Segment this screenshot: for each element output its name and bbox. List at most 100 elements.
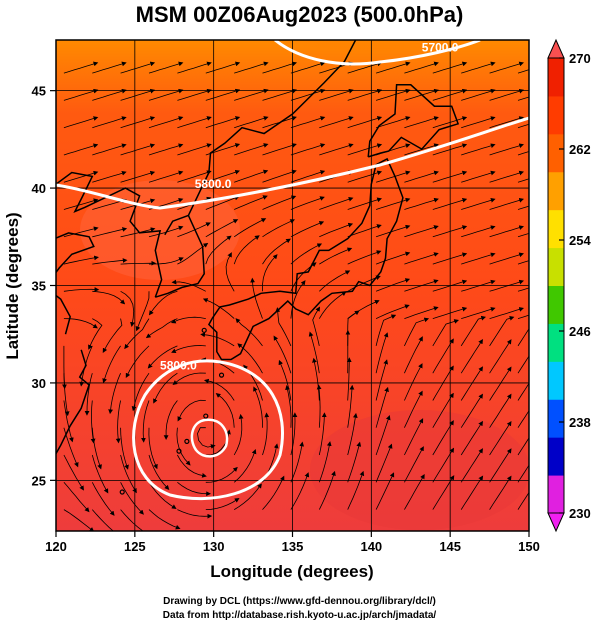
streamline bbox=[177, 61, 212, 74]
streamline bbox=[148, 225, 184, 238]
streamline bbox=[404, 225, 439, 238]
streamline bbox=[120, 227, 156, 238]
streamline bbox=[177, 399, 206, 422]
streamline bbox=[404, 317, 430, 347]
contour-label: 5700.0 bbox=[422, 41, 459, 55]
streamline bbox=[489, 279, 524, 292]
streamline bbox=[63, 198, 99, 210]
streamline bbox=[63, 143, 99, 156]
streamline bbox=[177, 481, 211, 497]
colorbar-tick-label: 254 bbox=[569, 233, 591, 248]
streamline bbox=[347, 197, 382, 210]
streamline bbox=[92, 116, 127, 129]
streamline bbox=[215, 393, 235, 428]
y-tick-label: 25 bbox=[32, 473, 46, 488]
streamline bbox=[375, 61, 411, 74]
streamline bbox=[375, 359, 389, 401]
streamline bbox=[489, 475, 512, 510]
streamline bbox=[432, 197, 468, 210]
streamline bbox=[171, 279, 206, 292]
streamline bbox=[347, 61, 383, 74]
streamline bbox=[290, 243, 323, 265]
streamline bbox=[205, 169, 240, 183]
streamline bbox=[234, 61, 269, 74]
streamline bbox=[262, 169, 297, 183]
streamline bbox=[63, 400, 74, 443]
coastline bbox=[56, 232, 95, 335]
streamline bbox=[148, 88, 184, 101]
streamline bbox=[177, 170, 212, 183]
streamline bbox=[489, 225, 524, 238]
streamline bbox=[177, 116, 212, 129]
streamline bbox=[91, 482, 115, 516]
streamline bbox=[347, 224, 382, 238]
streamline bbox=[461, 279, 496, 292]
streamline bbox=[347, 88, 383, 101]
streamline bbox=[404, 418, 424, 456]
colorbar-segment bbox=[548, 171, 564, 211]
streamline bbox=[460, 475, 484, 510]
streamline bbox=[120, 170, 156, 183]
streamline bbox=[88, 318, 103, 350]
streamline bbox=[262, 412, 270, 456]
streamline bbox=[205, 116, 241, 129]
colorbar-tick-label: 262 bbox=[569, 142, 591, 157]
streamline bbox=[517, 314, 529, 319]
streamline bbox=[375, 224, 411, 238]
streamline bbox=[234, 169, 269, 183]
streamline bbox=[91, 454, 109, 494]
streamline bbox=[177, 222, 211, 238]
streamline bbox=[517, 205, 529, 210]
streamline bbox=[285, 384, 292, 428]
y-tick-label: 45 bbox=[32, 84, 46, 99]
streamline bbox=[312, 306, 321, 346]
streamline bbox=[347, 116, 383, 129]
streamline bbox=[233, 218, 267, 238]
streamline bbox=[177, 143, 212, 156]
streamline bbox=[517, 69, 529, 74]
streamline bbox=[153, 372, 178, 404]
streamline bbox=[234, 88, 269, 101]
streamline bbox=[177, 88, 212, 101]
streamline bbox=[63, 509, 95, 531]
streamline bbox=[262, 475, 285, 510]
streamline bbox=[63, 482, 90, 513]
colorbar-segment bbox=[548, 247, 564, 286]
streamline bbox=[92, 290, 126, 305]
streamline bbox=[375, 415, 391, 456]
warm-region bbox=[210, 40, 529, 100]
streamline bbox=[432, 475, 455, 510]
colorbar-segment bbox=[548, 475, 564, 514]
colorbar-tick-label: 238 bbox=[569, 415, 591, 430]
streamline bbox=[312, 357, 320, 401]
island bbox=[176, 448, 182, 454]
streamline bbox=[375, 251, 411, 265]
streamline bbox=[115, 400, 121, 444]
streamline bbox=[262, 238, 291, 265]
streamline bbox=[233, 235, 260, 265]
streamline bbox=[90, 400, 96, 444]
streamline bbox=[460, 420, 483, 456]
streamline bbox=[205, 466, 238, 483]
streamline bbox=[461, 170, 496, 183]
streamline bbox=[273, 335, 292, 374]
streamline bbox=[148, 116, 184, 129]
streamline bbox=[432, 252, 468, 265]
island bbox=[119, 489, 125, 495]
streamline bbox=[290, 280, 306, 319]
height-contours bbox=[56, 40, 529, 501]
streamline bbox=[234, 195, 268, 210]
streamline bbox=[308, 331, 320, 374]
streamline bbox=[319, 247, 353, 265]
gridlines bbox=[56, 40, 529, 531]
colorbar-top-arrow bbox=[547, 38, 565, 59]
x-tick-label: 135 bbox=[282, 539, 304, 554]
streamline bbox=[290, 116, 326, 129]
streamline bbox=[375, 314, 397, 346]
streamline bbox=[489, 252, 524, 265]
colorbar-segment bbox=[548, 209, 564, 249]
streamline bbox=[432, 279, 468, 292]
streamline bbox=[84, 373, 93, 416]
streamline bbox=[375, 386, 389, 428]
